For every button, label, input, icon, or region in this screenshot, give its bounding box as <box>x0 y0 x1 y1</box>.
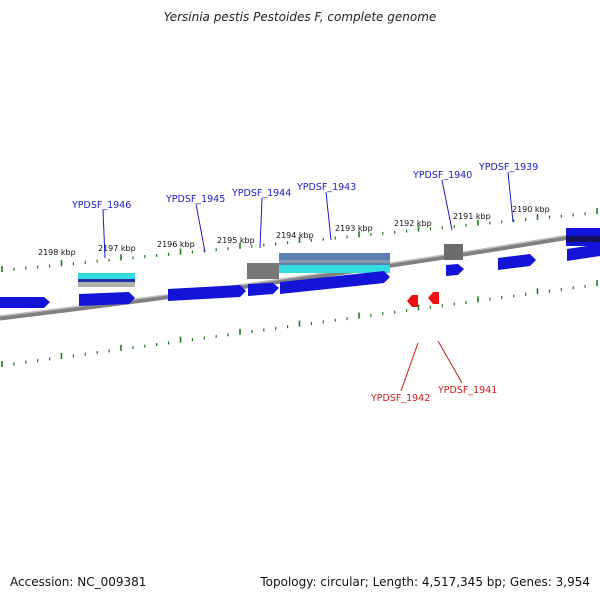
feature-box-1943-cyan <box>279 265 390 273</box>
scale-label-2196: 2196 kbp <box>157 240 195 249</box>
scale-label-2195: 2195 kbp <box>217 236 255 245</box>
gene-arrow-reverse-1941[interactable] <box>428 292 439 304</box>
feature-box-1940[interactable] <box>444 244 463 260</box>
feature-track-reverse <box>407 292 439 307</box>
feature-track-forward <box>0 228 600 308</box>
feature-box-1943-gray <box>279 260 390 263</box>
gene-label-1939[interactable]: YPDSF_1939 <box>478 162 538 173</box>
leader-line-1940 <box>441 179 453 231</box>
scale-label-2197: 2197 kbp <box>98 244 136 253</box>
gene-arrow-reverse-1942[interactable] <box>407 295 418 307</box>
map-title: Yersinia pestis Pestoides F, complete ge… <box>163 10 437 24</box>
upper-tick-marks <box>1 208 598 272</box>
leader-line-1939 <box>507 171 514 223</box>
lower-tick-marks <box>1 280 598 367</box>
leader-line-1944 <box>259 197 263 249</box>
scale-label-2190: 2190 kbp <box>512 205 550 214</box>
gene-label-1941[interactable]: YPDSF_1941 <box>437 385 497 396</box>
feature-box-1944[interactable] <box>247 263 279 279</box>
accession-text: Accession: NC_009381 <box>10 575 147 589</box>
feature-box-1943[interactable] <box>279 253 390 265</box>
gene-arrow-forward-1943[interactable] <box>280 271 390 294</box>
gene-label-1943[interactable]: YPDSF_1943 <box>296 182 356 193</box>
gene-arrow-forward-1945[interactable] <box>168 285 246 301</box>
leader-line-1946 <box>102 209 106 259</box>
feature-box-1939-dark <box>566 236 600 242</box>
scale-label-2192: 2192 kbp <box>394 219 432 228</box>
scale-label-2194: 2194 kbp <box>276 231 314 240</box>
scale-label-2191: 2191 kbp <box>453 212 491 221</box>
genome-summary-text: Topology: circular; Length: 4,517,345 bp… <box>260 575 590 589</box>
leader-line-1941 <box>437 340 463 384</box>
leader-line-1943 <box>325 191 332 241</box>
gene-label-1942[interactable]: YPDSF_1942 <box>370 393 430 404</box>
reverse-label-leaders <box>400 340 463 392</box>
gene-arrow-forward-1939[interactable] <box>498 254 536 270</box>
reverse-gene-labels: YPDSF_1942 YPDSF_1941 <box>370 385 497 404</box>
scale-label-2193: 2193 kbp <box>335 224 373 233</box>
gene-label-1940[interactable]: YPDSF_1940 <box>412 170 472 181</box>
gene-arrow-forward-1944[interactable] <box>248 283 279 296</box>
gene-label-1945[interactable]: YPDSF_1945 <box>165 194 225 205</box>
forward-label-leaders <box>102 171 514 259</box>
gene-label-1946[interactable]: YPDSF_1946 <box>71 200 131 211</box>
forward-gene-labels: YPDSF_1946 YPDSF_1945 YPDSF_1944 YPDSF_1… <box>71 162 538 211</box>
gene-arrow-forward-1947[interactable] <box>0 297 50 308</box>
gene-arrow-forward-1938[interactable] <box>567 244 600 261</box>
scale-label-2198: 2198 kbp <box>38 248 76 257</box>
feature-box-1946-cyan <box>78 273 135 279</box>
gene-label-1944[interactable]: YPDSF_1944 <box>231 188 291 199</box>
scale-labels: 2198 kbp 2197 kbp 2196 kbp 2195 kbp 2194… <box>38 205 550 257</box>
leader-line-1945 <box>195 203 206 253</box>
gene-arrow-forward-1946[interactable] <box>79 292 135 306</box>
genome-backbone <box>0 229 600 321</box>
leader-line-1942 <box>400 342 419 392</box>
gene-arrow-forward-1940[interactable] <box>446 264 464 276</box>
feature-box-1946-navy <box>78 279 135 282</box>
